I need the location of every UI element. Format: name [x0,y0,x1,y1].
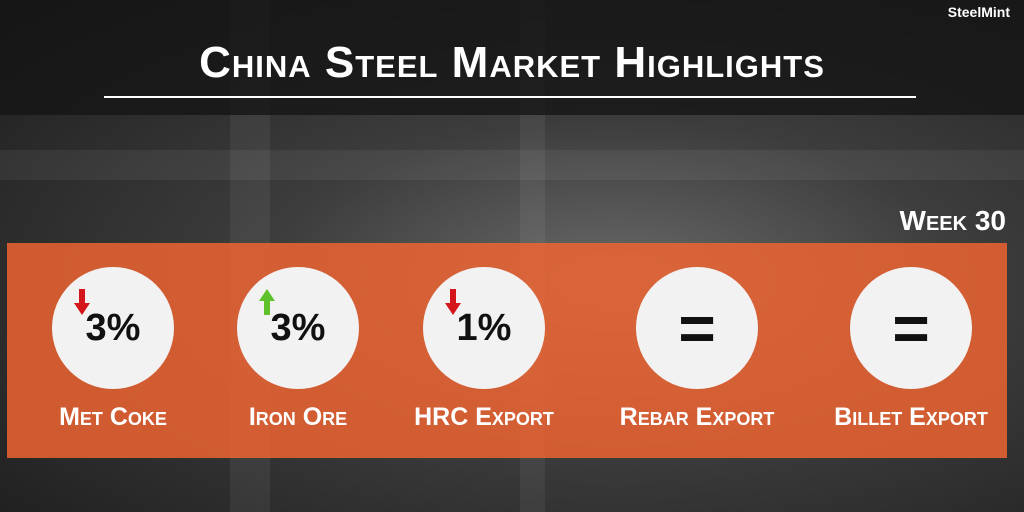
highlight-item: 1% HRC Export [374,267,594,432]
value-circle: = [636,267,758,389]
up-arrow [259,289,275,315]
item-label: Billet Export [834,403,988,431]
title-underline [104,96,916,98]
brand-logo: SteelMint [947,4,1010,20]
value: = [678,292,716,364]
item-label: Met Coke [59,403,167,431]
value: 1% [456,306,512,349]
item-label: Rebar Export [619,403,775,431]
item-label: Iron Ore [248,403,348,431]
value: 3% [85,306,141,349]
value-circle: 3% [52,267,174,389]
item-label: HRC Export [414,403,554,431]
highlight-item: 3% Met Coke [3,267,223,432]
title: China Steel Market Highlights [199,38,825,87]
value: 3% [270,306,326,349]
highlight-item: = Billet Export [801,267,1021,432]
week-label: Week 30 [899,205,1006,236]
value-circle: 1% [423,267,545,389]
value: = [892,292,930,364]
highlight-item: 3% Iron Ore [188,267,408,432]
down-arrow [445,289,461,315]
value-circle: = [850,267,972,389]
value-circle: 3% [237,267,359,389]
down-arrow [74,289,90,315]
background-beam [0,150,1024,180]
header-band [0,0,1024,115]
highlight-item: = Rebar Export [587,267,807,432]
